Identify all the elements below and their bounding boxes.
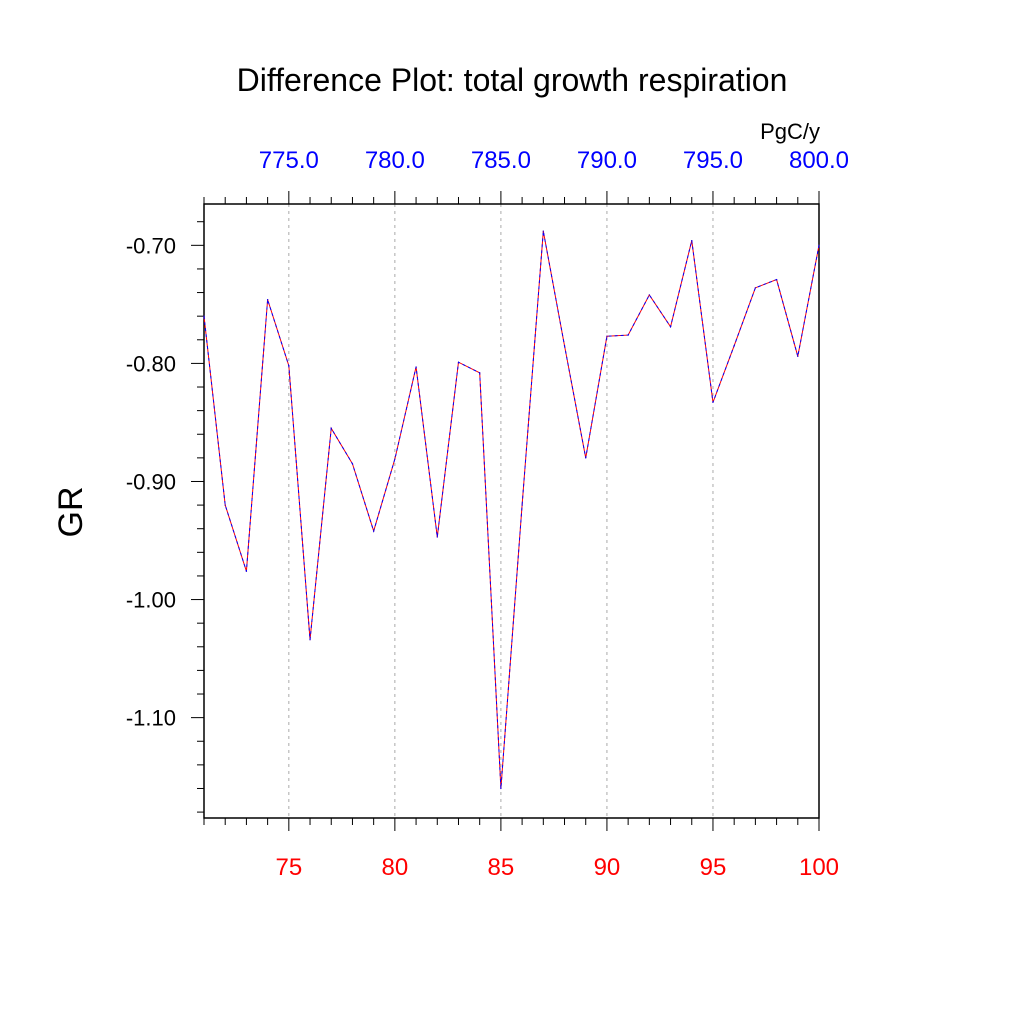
y-tick-label: -0.80 bbox=[126, 351, 176, 376]
data-point-s2 bbox=[267, 299, 269, 301]
data-point-s2 bbox=[203, 315, 205, 317]
data-point-s2 bbox=[563, 345, 566, 347]
y-tick-label: -0.70 bbox=[126, 233, 176, 258]
series-line-2 bbox=[203, 231, 820, 789]
data-point-s2 bbox=[500, 787, 502, 790]
data-point-s2 bbox=[330, 427, 332, 429]
grid-lines bbox=[288, 204, 714, 818]
x-top-tick-label: 790.0 bbox=[577, 147, 637, 174]
data-point-s2 bbox=[288, 365, 290, 367]
x-top-tick-label: 785.0 bbox=[471, 147, 531, 174]
x-bottom-tick-label: 85 bbox=[488, 854, 515, 881]
data-point-s2 bbox=[542, 230, 544, 232]
data-point-s2 bbox=[245, 570, 248, 572]
x-top-tick-label: 795.0 bbox=[683, 147, 743, 174]
data-point-s2 bbox=[436, 536, 438, 538]
data-point-s2 bbox=[669, 326, 672, 328]
chart-title: Difference Plot: total growth respiratio… bbox=[237, 62, 788, 98]
x-top-tick-label: 775.0 bbox=[259, 147, 319, 174]
x-top-tick-label: 780.0 bbox=[365, 147, 425, 174]
data-point-s2 bbox=[457, 361, 460, 363]
x-bottom-tick-label: 100 bbox=[799, 854, 839, 881]
x-bottom-tick-label: 75 bbox=[275, 854, 302, 881]
x-bottom-tick-label: 90 bbox=[594, 854, 621, 881]
y-axis-label: GR bbox=[52, 487, 90, 538]
data-point-s2 bbox=[818, 244, 820, 246]
data-point-s2 bbox=[415, 366, 417, 368]
data-point-s2 bbox=[309, 639, 311, 641]
data-point-s2 bbox=[712, 401, 714, 403]
data-point-s2 bbox=[691, 240, 693, 242]
x-bottom-tick-label: 95 bbox=[700, 854, 727, 881]
data-point-s2 bbox=[648, 294, 650, 296]
x-top-tick-label: 800.0 bbox=[789, 147, 849, 174]
data-point-s2 bbox=[585, 457, 587, 459]
data-point-s2 bbox=[754, 287, 756, 289]
data-point-s2 bbox=[606, 335, 608, 337]
data-point-s2 bbox=[373, 530, 375, 532]
data-series bbox=[203, 230, 820, 790]
data-point-s2 bbox=[797, 355, 799, 357]
data-point-s2 bbox=[733, 345, 735, 347]
data-point-s2 bbox=[775, 278, 778, 281]
series-line-1 bbox=[203, 231, 820, 789]
data-point-s2 bbox=[627, 334, 629, 336]
data-point-s2 bbox=[351, 463, 354, 465]
data-point-s2 bbox=[394, 458, 396, 460]
axis-ticks bbox=[191, 191, 820, 831]
y-tick-label: -0.90 bbox=[126, 469, 176, 494]
units-label: PgC/y bbox=[760, 119, 820, 144]
y-tick-label: -1.00 bbox=[126, 588, 176, 613]
data-point-s2 bbox=[224, 504, 226, 506]
tick-labels: 75 80 85 90 95 100 775.0 780.0 785.0 790.0 795.0 80… bbox=[126, 147, 849, 881]
y-tick-label: -1.10 bbox=[126, 706, 176, 731]
plot-frame bbox=[203, 203, 820, 819]
data-point-s2 bbox=[479, 372, 481, 374]
data-point-s2 bbox=[521, 504, 523, 506]
x-bottom-tick-label: 80 bbox=[382, 854, 409, 881]
